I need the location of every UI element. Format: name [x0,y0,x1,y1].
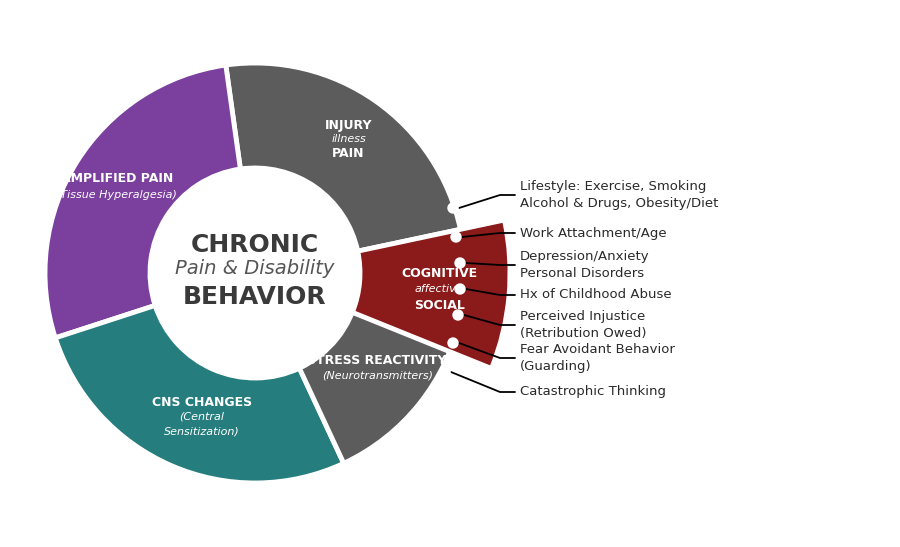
Text: (Neurotransmitters): (Neurotransmitters) [321,370,433,380]
Circle shape [152,170,358,376]
Circle shape [455,258,465,268]
Text: STRESS REACTIVITY: STRESS REACTIVITY [308,354,446,367]
Text: Catastrophic Thinking: Catastrophic Thinking [520,386,666,399]
Circle shape [448,203,458,213]
Text: illness: illness [331,135,366,144]
Text: COGNITIVE: COGNITIVE [401,266,477,280]
Text: CNS CHANGES: CNS CHANGES [152,396,252,409]
Wedge shape [353,220,510,369]
Text: Fear Avoidant Behavior
(Guarding): Fear Avoidant Behavior (Guarding) [520,344,675,373]
Text: affective: affective [415,284,464,294]
Text: AMPLIFIED PAIN: AMPLIFIED PAIN [60,172,173,185]
Text: Lifestyle: Exercise, Smoking
Alcohol & Drugs, Obesity/Diet: Lifestyle: Exercise, Smoking Alcohol & D… [520,181,718,210]
Text: INJURY: INJURY [325,119,373,132]
Text: SOCIAL: SOCIAL [414,299,464,312]
Text: BEHAVIOR: BEHAVIOR [184,285,327,309]
Text: PAIN: PAIN [332,147,365,160]
Text: (Central: (Central [179,412,224,422]
Circle shape [451,232,461,242]
Wedge shape [55,305,344,483]
Circle shape [455,284,465,294]
Circle shape [440,367,450,377]
Text: CHRONIC: CHRONIC [191,233,320,257]
Text: Pain & Disability: Pain & Disability [176,259,335,278]
Text: Work Attachment/Age: Work Attachment/Age [520,226,667,240]
Text: (Tissue Hyperalgesia): (Tissue Hyperalgesia) [57,190,177,200]
Text: Perceived Injustice
(Retribution Owed): Perceived Injustice (Retribution Owed) [520,310,646,340]
Text: Depression/Anxiety
Personal Disorders: Depression/Anxiety Personal Disorders [520,250,650,280]
Text: Sensitization): Sensitization) [164,427,240,437]
Text: Hx of Childhood Abuse: Hx of Childhood Abuse [520,288,671,301]
Wedge shape [45,65,240,338]
Circle shape [453,310,463,320]
Wedge shape [300,295,461,463]
Wedge shape [226,63,461,251]
Circle shape [448,338,458,348]
